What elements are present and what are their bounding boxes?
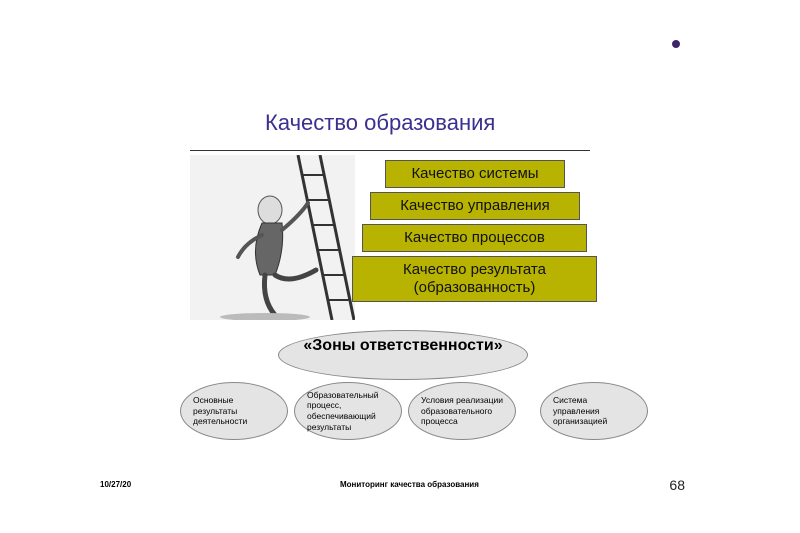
bubble-0: Основные результаты деятельности: [180, 382, 288, 440]
slide-container: Качество образования Качество системы Ка…: [0, 0, 800, 533]
responsibility-bubbles: Основные результаты деятельности Образов…: [180, 382, 648, 440]
bubble-1: Образовательный процесс, обеспечивающий …: [294, 382, 402, 440]
pyramid-step-2: Качество процессов: [362, 224, 587, 252]
bubble-2: Условия реализации образовательного проц…: [408, 382, 516, 440]
title-underline: [190, 150, 590, 151]
slide-title: Качество образования: [265, 110, 495, 136]
zones-label: «Зоны ответственности»: [303, 337, 502, 354]
zones-ellipse: «Зоны ответственности»: [278, 330, 528, 380]
quality-pyramid: Качество системы Качество управления Кач…: [340, 160, 597, 306]
pyramid-step-label: Качество процессов: [404, 229, 545, 246]
bubble-text: Основные результаты деятельности: [193, 395, 275, 427]
pyramid-step-1: Качество управления: [370, 192, 580, 220]
pyramid-step-0: Качество системы: [385, 160, 565, 188]
bubble-text: Условия реализации образовательного проц…: [421, 395, 503, 427]
bubble-3: Система управления организацией: [540, 382, 648, 440]
footer-date: 10/27/20: [100, 480, 131, 489]
footer-caption: Мониторинг качества образования: [340, 480, 479, 489]
corner-marker-dot: [672, 40, 680, 48]
ladder-illustration: [190, 155, 355, 320]
bubble-text: Система управления организацией: [553, 395, 635, 427]
pyramid-step-label: Качество управления: [400, 197, 549, 214]
footer-page-number: 68: [669, 477, 685, 493]
pyramid-step-label: Качество системы: [411, 165, 538, 182]
bubble-text: Образовательный процесс, обеспечивающий …: [307, 390, 389, 433]
pyramid-step-3: Качество результата(образованность): [352, 256, 597, 302]
